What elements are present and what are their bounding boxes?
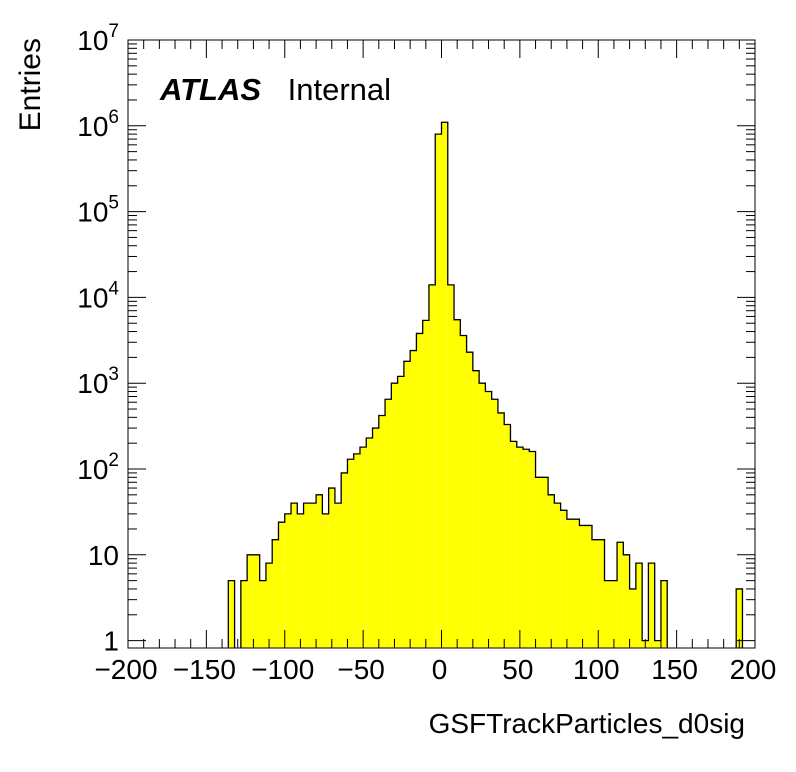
y-tick-label: 10 — [88, 540, 119, 571]
x-tick-label: −50 — [337, 654, 385, 685]
x-axis-title: GSFTrackParticles_d0sig — [429, 708, 745, 739]
histogram-bin — [491, 399, 498, 648]
y-tick-label: 105 — [77, 193, 119, 228]
histogram-bin — [328, 488, 335, 648]
x-tick-label: 0 — [432, 654, 448, 685]
y-tick-label: 107 — [77, 21, 119, 56]
histogram-bin — [316, 494, 323, 648]
atlas-label: ATLAS Internal — [159, 72, 391, 107]
histogram-bin — [353, 453, 360, 648]
histogram-bin — [573, 519, 580, 648]
histogram-bin — [247, 554, 254, 648]
histogram-bin — [322, 513, 329, 648]
histogram-bin — [403, 361, 411, 648]
histogram-bin — [359, 447, 367, 648]
x-tick-label: −200 — [94, 654, 157, 685]
histogram-bin — [422, 320, 429, 648]
histogram-bin — [378, 415, 386, 648]
x-tick-label: −100 — [251, 654, 314, 685]
histogram-bin — [510, 441, 517, 648]
histogram-bin — [291, 503, 298, 648]
histogram-bin — [504, 424, 511, 648]
histogram-bin — [736, 588, 743, 648]
histogram-bin — [441, 122, 448, 649]
histogram-bin — [629, 588, 636, 648]
histogram-bin — [548, 494, 555, 648]
atlas-bold-text: ATLAS — [159, 72, 261, 107]
histogram-bin — [560, 510, 567, 648]
histogram-bin — [410, 350, 417, 648]
histogram-bin — [385, 399, 392, 648]
histogram-bin — [303, 503, 310, 648]
axis-ticks — [127, 39, 756, 648]
y-tick-label: 106 — [77, 107, 119, 142]
histogram-bin — [366, 437, 373, 648]
histogram-bin — [372, 428, 379, 648]
histogram-bin — [416, 333, 423, 648]
histogram-bin — [347, 459, 354, 648]
histogram-bin — [648, 563, 655, 648]
histogram-bin — [604, 580, 611, 648]
histogram-bin — [579, 525, 586, 648]
tick-labels: −200 −150 −100 −50 0 50 100 150 200 1 10 102 103 104 1… — [77, 21, 776, 685]
histogram-bin — [334, 503, 342, 648]
histogram-bin — [284, 513, 292, 648]
histogram-bin — [660, 580, 668, 648]
histogram-bin — [529, 451, 536, 648]
histogram-bin — [253, 554, 260, 648]
histogram-bin — [554, 503, 561, 648]
y-axis-title: Entries — [14, 38, 47, 131]
histogram-bin — [259, 580, 266, 648]
y-tick-label: 103 — [77, 364, 119, 399]
histogram-bin — [460, 335, 467, 648]
histogram-bin — [610, 580, 618, 648]
histogram-bin — [272, 539, 279, 648]
histogram-bin — [598, 539, 605, 648]
histogram-bin — [454, 319, 461, 648]
histogram-bin — [265, 563, 273, 648]
histogram-bin — [341, 472, 348, 648]
histogram-bin — [535, 477, 542, 648]
histogram-bin — [635, 563, 643, 648]
x-tick-label: −150 — [173, 654, 236, 685]
histogram-bin — [523, 449, 530, 648]
y-tick-label: 104 — [77, 278, 119, 313]
histogram-bin — [309, 503, 317, 648]
histogram-bin — [240, 580, 248, 648]
histogram-bin — [447, 284, 455, 648]
histogram-bin — [541, 477, 549, 648]
histogram-bins — [227, 121, 744, 649]
y-tick-label: 1 — [103, 626, 119, 657]
histogram-bin — [228, 580, 235, 648]
histogram-bin — [479, 383, 486, 648]
plot-frame — [127, 39, 756, 649]
histogram-bin — [466, 352, 473, 648]
histogram-bin — [617, 542, 624, 648]
x-tick-label: 200 — [730, 654, 777, 685]
histogram-bin — [591, 539, 599, 648]
histogram-bin — [485, 391, 492, 648]
histogram-bin — [654, 640, 661, 648]
histogram-outline — [227, 121, 744, 648]
x-tick-label: 100 — [573, 654, 620, 685]
x-tick-label: 150 — [651, 654, 698, 685]
histogram-bin — [516, 447, 524, 648]
histogram-bin — [391, 383, 398, 648]
histogram-bin — [585, 525, 592, 648]
histogram-bin — [397, 376, 404, 648]
histogram-bin — [428, 284, 436, 648]
histogram-bin — [566, 519, 574, 648]
histogram-bin — [278, 522, 285, 648]
histogram-bin — [435, 134, 442, 648]
x-tick-label: 50 — [502, 654, 533, 685]
atlas-status-text: Internal — [288, 72, 391, 107]
histogram-bin — [472, 370, 480, 648]
histogram-bin — [623, 554, 630, 648]
histogram-bin — [297, 513, 304, 648]
histogram-bin — [497, 412, 505, 648]
y-tick-label: 102 — [77, 450, 119, 485]
